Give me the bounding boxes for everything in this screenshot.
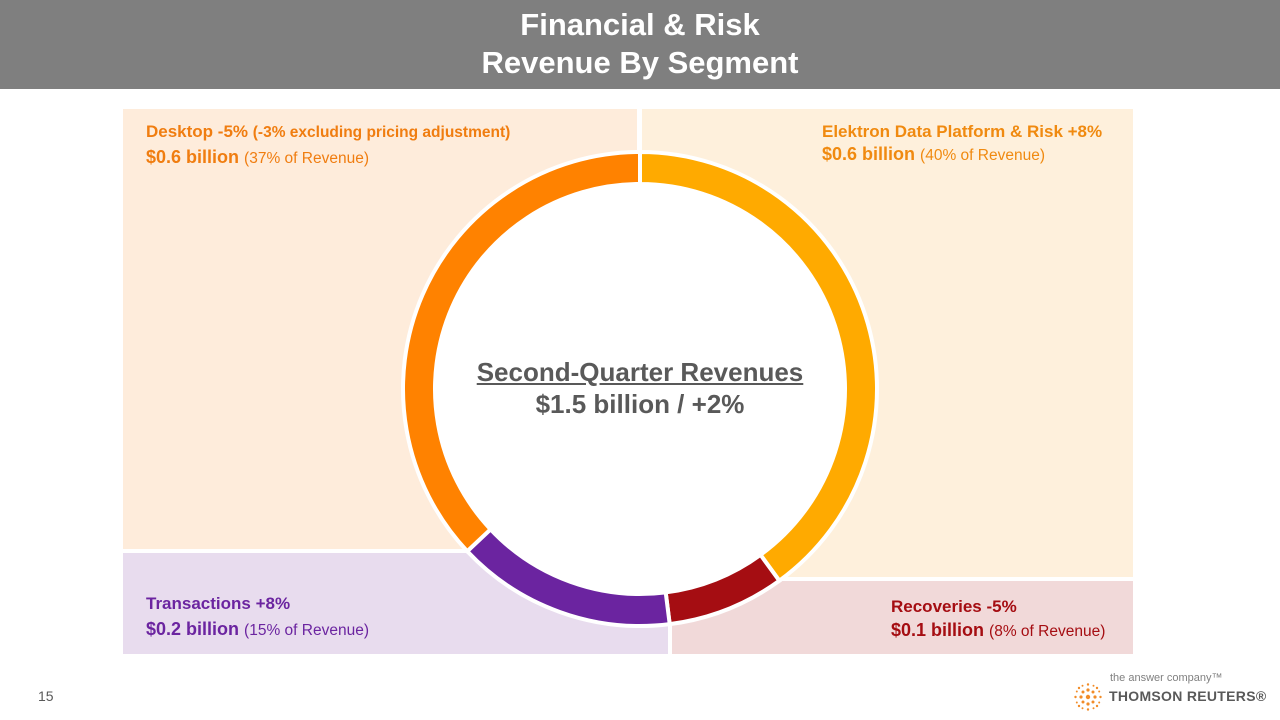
center-value: $1.5 billion / +2% — [535, 389, 745, 419]
elektron-label: Elektron Data Platform & Risk +8% — [822, 122, 1102, 142]
recoveries-label: Recoveries -5% — [891, 597, 1017, 617]
slice-desktop — [401, 149, 642, 555]
brand-tagline: the answer company™ — [1110, 672, 1223, 684]
title-bar: Financial & Risk Revenue By Segment — [0, 0, 1280, 89]
desktop-amount: $0.6 billion — [146, 147, 240, 167]
thomson-reuters-logo-icon — [1074, 683, 1102, 711]
desktop-amount-line: $0.6 billion (37% of Revenue) — [146, 147, 369, 168]
transactions-share: (15% of Revenue) — [244, 622, 369, 639]
desktop-name: Desktop -5% — [146, 122, 249, 141]
recoveries-share: (8% of Revenue) — [989, 623, 1106, 640]
page-number: 15 — [38, 688, 54, 704]
elektron-name: Elektron Data Platform & Risk +8% — [822, 122, 1103, 141]
transactions-amount: $0.2 billion — [146, 619, 240, 639]
transactions-label: Transactions +8% — [146, 594, 290, 614]
recoveries-amount-line: $0.1 billion (8% of Revenue) — [891, 620, 1105, 641]
elektron-amount: $0.6 billion — [822, 144, 916, 164]
center-title: Second-Quarter Revenues — [476, 357, 804, 387]
transactions-name: Transactions +8% — [146, 594, 291, 613]
elektron-share: (40% of Revenue) — [920, 147, 1045, 164]
title-line-1: Financial & Risk — [520, 7, 760, 42]
donut-hole — [436, 185, 844, 593]
recoveries-amount: $0.1 billion — [891, 620, 985, 640]
desktop-note: (-3% excluding pricing adjustment) — [252, 124, 511, 141]
elektron-amount-line: $0.6 billion (40% of Revenue) — [822, 144, 1045, 165]
desktop-share: (37% of Revenue) — [244, 150, 369, 167]
brand-name: THOMSON REUTERS® — [1109, 688, 1267, 704]
transactions-amount-line: $0.2 billion (15% of Revenue) — [146, 619, 369, 640]
recoveries-name: Recoveries -5% — [891, 597, 1017, 616]
desktop-label: Desktop -5% (-3% excluding pricing adjus… — [146, 122, 510, 142]
title-line-2: Revenue By Segment — [481, 45, 799, 80]
